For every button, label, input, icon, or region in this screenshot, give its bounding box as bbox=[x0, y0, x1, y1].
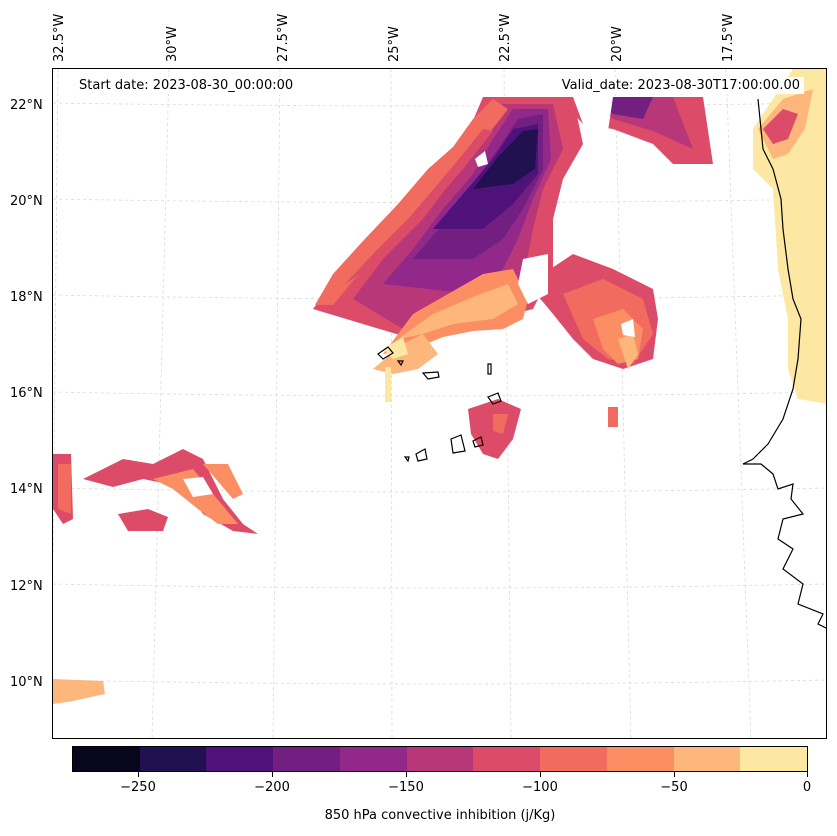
parallel-12n bbox=[53, 583, 826, 589]
colorbar-segment-10 bbox=[740, 747, 808, 771]
colorbar-tick bbox=[138, 772, 139, 777]
island-maio bbox=[472, 436, 484, 448]
map-panel[interactable]: Start date: 2023-08-30_00:00:00 Valid_da… bbox=[52, 68, 827, 739]
meridian-25w bbox=[390, 69, 393, 738]
colorbar-segment-2 bbox=[206, 747, 274, 771]
lon-label-30w: 30°W bbox=[165, 26, 180, 62]
parallel-16n bbox=[53, 391, 826, 397]
graticule bbox=[53, 69, 826, 738]
colorbar-tick bbox=[540, 772, 541, 777]
lon-label-20w: 20°W bbox=[610, 26, 625, 62]
cin-coastal-strip bbox=[753, 69, 826, 404]
colorbar-segment-1 bbox=[139, 747, 207, 771]
colorbar-tick-label: −50 bbox=[660, 780, 688, 795]
valid-date-label: Valid_date: 2023-08-30T17:00:00.00 bbox=[557, 77, 804, 94]
colorbar-segment-6 bbox=[473, 747, 541, 771]
colorbar-segment-4 bbox=[339, 747, 407, 771]
colorbar bbox=[72, 746, 808, 772]
lat-label-20n: 20°N bbox=[10, 194, 43, 209]
colorbar-tick bbox=[272, 772, 273, 777]
colorbar-tick-label: −100 bbox=[522, 780, 558, 795]
lon-label-25w: 25°W bbox=[387, 26, 402, 62]
meridian-27-5w bbox=[272, 69, 281, 738]
meridian-32-5w bbox=[53, 69, 59, 587]
colorbar-tick-label: 0 bbox=[802, 780, 812, 795]
island-brava bbox=[403, 456, 410, 463]
colorbar-segment-8 bbox=[606, 747, 674, 771]
meridian-20w bbox=[614, 69, 632, 738]
island-sao-nicolau bbox=[421, 371, 440, 380]
cin-gaps bbox=[183, 97, 635, 497]
colorbar-segment-0 bbox=[73, 747, 140, 771]
lon-label-22-5w: 22.5°W bbox=[498, 13, 513, 62]
start-date-label: Start date: 2023-08-30_00:00:00 bbox=[75, 77, 298, 94]
cin-west-patches bbox=[53, 449, 258, 704]
colorbar-segment-9 bbox=[673, 747, 741, 771]
africa-coastline bbox=[742, 98, 826, 629]
meridian-30w bbox=[151, 69, 170, 738]
cin-band-north bbox=[313, 97, 713, 374]
lon-label-27-5w: 27.5°W bbox=[276, 13, 291, 62]
island-santo-antao bbox=[377, 346, 394, 360]
island-santiago bbox=[450, 434, 466, 454]
lat-label-12n: 12°N bbox=[10, 579, 43, 594]
cin-cape-verde-patch bbox=[385, 367, 618, 459]
meridian-22-5w bbox=[503, 69, 512, 738]
lon-label-17-5w: 17.5°W bbox=[721, 13, 736, 62]
lat-label-22n: 22°N bbox=[10, 98, 43, 113]
coastlines bbox=[377, 98, 826, 629]
lon-label-32-5w: 32.5°W bbox=[52, 13, 67, 62]
map-canvas bbox=[53, 69, 826, 738]
island-sao-vicente bbox=[396, 360, 404, 367]
colorbar-segment-7 bbox=[540, 747, 607, 771]
colorbar-tick-label: −150 bbox=[388, 780, 424, 795]
parallel-22n bbox=[53, 102, 826, 107]
colorbar-tick bbox=[807, 772, 808, 777]
lat-label-18n: 18°N bbox=[10, 290, 43, 305]
lat-label-16n: 16°N bbox=[10, 386, 43, 401]
meridian-17-5w bbox=[725, 69, 752, 738]
parallel-10n bbox=[53, 679, 826, 685]
island-fogo bbox=[415, 448, 428, 462]
colorbar-tick-label: −200 bbox=[254, 780, 290, 795]
parallel-14n bbox=[53, 487, 826, 493]
lat-label-10n: 10°N bbox=[10, 675, 43, 690]
colorbar-tick bbox=[406, 772, 407, 777]
island-boa-vista bbox=[487, 392, 502, 405]
colorbar-label: 850 hPa convective inhibition (j/Kg) bbox=[324, 808, 556, 823]
colorbar-tick-label: −250 bbox=[120, 780, 156, 795]
island-sal bbox=[487, 363, 492, 375]
lat-label-14n: 14°N bbox=[10, 482, 43, 497]
colorbar-segment-5 bbox=[406, 747, 474, 771]
colorbar-tick bbox=[674, 772, 675, 777]
colorbar-segment-3 bbox=[273, 747, 340, 771]
